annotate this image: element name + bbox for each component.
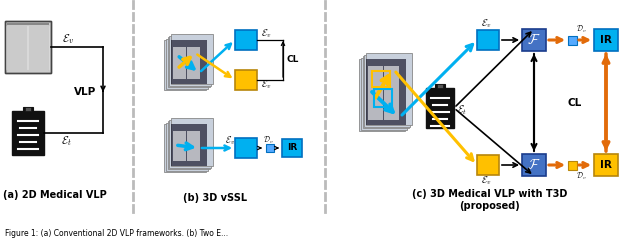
- Text: $\mathcal{E}_v$: $\mathcal{E}_v$: [260, 79, 271, 91]
- FancyBboxPatch shape: [164, 40, 206, 90]
- Text: (c) 3D Medical VLP with T3D
(proposed): (c) 3D Medical VLP with T3D (proposed): [412, 189, 568, 211]
- FancyBboxPatch shape: [365, 59, 406, 125]
- FancyBboxPatch shape: [361, 58, 407, 129]
- FancyBboxPatch shape: [164, 124, 206, 172]
- FancyBboxPatch shape: [172, 34, 213, 84]
- FancyBboxPatch shape: [166, 38, 208, 89]
- Text: $\mathcal{E}_v$: $\mathcal{E}_v$: [481, 175, 492, 187]
- FancyBboxPatch shape: [594, 154, 618, 176]
- FancyBboxPatch shape: [171, 40, 207, 84]
- FancyBboxPatch shape: [173, 47, 186, 79]
- FancyBboxPatch shape: [437, 84, 443, 88]
- FancyBboxPatch shape: [266, 144, 274, 152]
- FancyBboxPatch shape: [166, 122, 208, 171]
- FancyBboxPatch shape: [5, 21, 51, 73]
- Text: (a) 2D Medical VLP: (a) 2D Medical VLP: [3, 190, 107, 200]
- FancyBboxPatch shape: [366, 53, 412, 125]
- Text: $\mathcal{E}_v$: $\mathcal{E}_v$: [260, 28, 271, 40]
- FancyBboxPatch shape: [522, 154, 546, 176]
- FancyBboxPatch shape: [7, 23, 49, 71]
- FancyBboxPatch shape: [594, 29, 618, 51]
- FancyBboxPatch shape: [568, 36, 577, 45]
- FancyBboxPatch shape: [359, 59, 405, 131]
- Text: IR: IR: [600, 35, 612, 45]
- FancyBboxPatch shape: [383, 66, 399, 120]
- FancyBboxPatch shape: [27, 25, 50, 71]
- FancyBboxPatch shape: [172, 118, 213, 166]
- FancyBboxPatch shape: [435, 83, 445, 89]
- Text: CL: CL: [287, 55, 299, 65]
- FancyBboxPatch shape: [235, 30, 257, 50]
- Text: $\mathcal{E}_v$: $\mathcal{E}_v$: [62, 32, 74, 46]
- FancyBboxPatch shape: [187, 131, 200, 161]
- FancyBboxPatch shape: [187, 47, 200, 79]
- FancyBboxPatch shape: [168, 37, 210, 87]
- FancyBboxPatch shape: [170, 120, 211, 167]
- FancyBboxPatch shape: [12, 111, 44, 155]
- FancyBboxPatch shape: [363, 56, 408, 128]
- FancyBboxPatch shape: [6, 25, 29, 71]
- FancyBboxPatch shape: [235, 138, 257, 158]
- Text: $\mathcal{E}_t$: $\mathcal{E}_t$: [61, 134, 72, 148]
- Text: $\mathcal{F}$: $\mathcal{F}$: [527, 33, 541, 47]
- FancyBboxPatch shape: [364, 54, 410, 127]
- FancyBboxPatch shape: [170, 36, 211, 85]
- Text: CL: CL: [568, 98, 582, 108]
- FancyBboxPatch shape: [168, 121, 210, 169]
- Text: IR: IR: [600, 160, 612, 170]
- Text: (b) 3D vSSL: (b) 3D vSSL: [183, 193, 247, 203]
- Text: $\mathcal{E}_t$: $\mathcal{E}_t$: [457, 103, 467, 117]
- FancyBboxPatch shape: [426, 88, 454, 128]
- Text: $\mathcal{D}_v$: $\mathcal{D}_v$: [262, 134, 273, 146]
- FancyBboxPatch shape: [25, 107, 31, 111]
- FancyBboxPatch shape: [477, 155, 499, 175]
- Text: Figure 1: (a) Conventional 2D VLP frameworks. (b) Two E...: Figure 1: (a) Conventional 2D VLP framew…: [5, 228, 228, 237]
- Text: IR: IR: [287, 144, 297, 152]
- FancyBboxPatch shape: [367, 66, 383, 120]
- Text: $\mathcal{F}$: $\mathcal{F}$: [527, 158, 541, 172]
- Text: $\mathcal{D}_v$: $\mathcal{D}_v$: [576, 23, 587, 35]
- Text: $\mathcal{E}_v$: $\mathcal{E}_v$: [481, 18, 492, 30]
- FancyBboxPatch shape: [171, 124, 207, 166]
- FancyBboxPatch shape: [522, 29, 546, 51]
- FancyBboxPatch shape: [23, 106, 33, 112]
- Text: VLP: VLP: [74, 87, 96, 97]
- FancyBboxPatch shape: [282, 139, 302, 157]
- Text: $\mathcal{E}_v$: $\mathcal{E}_v$: [225, 135, 235, 147]
- Text: $\mathcal{D}_v$: $\mathcal{D}_v$: [576, 170, 587, 182]
- FancyBboxPatch shape: [235, 70, 257, 90]
- FancyBboxPatch shape: [477, 30, 499, 50]
- FancyBboxPatch shape: [173, 131, 186, 161]
- FancyBboxPatch shape: [568, 160, 577, 169]
